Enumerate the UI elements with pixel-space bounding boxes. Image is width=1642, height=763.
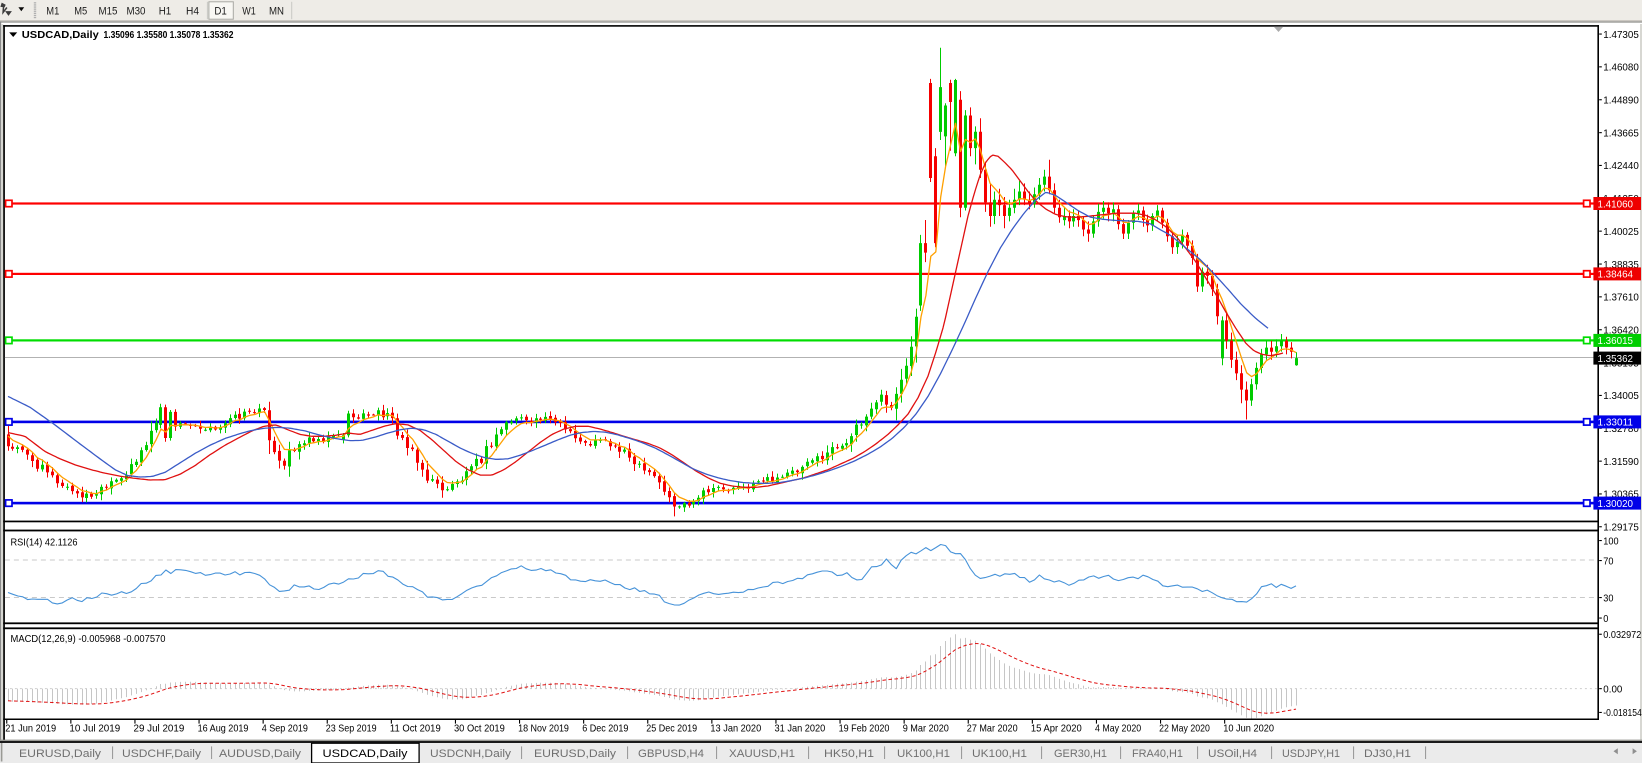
svg-text:30: 30 [1603, 592, 1613, 604]
svg-text:1.43665: 1.43665 [1603, 127, 1639, 139]
svg-text:M15: M15 [99, 6, 118, 18]
svg-text:31 Jan 2020: 31 Jan 2020 [775, 723, 826, 735]
svg-text:18 Nov 2019: 18 Nov 2019 [518, 723, 569, 735]
svg-text:1.36015: 1.36015 [1598, 335, 1634, 347]
svg-text:H1: H1 [159, 6, 172, 18]
svg-text:1.47305: 1.47305 [1603, 29, 1639, 41]
svg-text:H4: H4 [186, 6, 199, 18]
svg-text:1.29175: 1.29175 [1603, 522, 1639, 534]
svg-text:GBPUSD,H4: GBPUSD,H4 [638, 748, 704, 760]
svg-text:GER30,H1: GER30,H1 [1054, 748, 1107, 760]
svg-text:70: 70 [1603, 555, 1613, 567]
svg-text:1.34005: 1.34005 [1603, 390, 1639, 402]
svg-text:XAUUSD,H1: XAUUSD,H1 [729, 748, 795, 760]
svg-text:11 Oct 2019: 11 Oct 2019 [390, 723, 441, 735]
svg-text:MACD(12,26,9) -0.005968 -0.007: MACD(12,26,9) -0.005968 -0.007570 [11, 633, 166, 645]
svg-text:1.30020: 1.30020 [1598, 498, 1634, 510]
svg-text:1.35096 1.35580 1.35078 1.3536: 1.35096 1.35580 1.35078 1.35362 [104, 29, 234, 41]
svg-text:M30: M30 [127, 6, 146, 18]
svg-text:USDJPY,H1: USDJPY,H1 [1282, 748, 1340, 760]
svg-text:1.46080: 1.46080 [1603, 62, 1639, 74]
svg-text:1.44890: 1.44890 [1603, 95, 1639, 107]
svg-text:FRA40,H1: FRA40,H1 [1132, 748, 1183, 760]
svg-text:1.37610: 1.37610 [1603, 292, 1639, 304]
svg-text:6 Dec 2019: 6 Dec 2019 [582, 723, 628, 735]
svg-text:HK50,H1: HK50,H1 [824, 748, 874, 760]
svg-text:10 Jun 2020: 10 Jun 2020 [1223, 723, 1274, 735]
svg-text:9 Mar 2020: 9 Mar 2020 [903, 723, 949, 735]
svg-text:27 Mar 2020: 27 Mar 2020 [967, 723, 1018, 735]
svg-text:100: 100 [1603, 535, 1618, 547]
svg-text:UK100,H1: UK100,H1 [972, 748, 1027, 760]
svg-text:4 May 2020: 4 May 2020 [1095, 723, 1141, 735]
svg-text:-0.018154: -0.018154 [1603, 707, 1642, 719]
svg-text:EURUSD,Daily: EURUSD,Daily [534, 748, 616, 760]
svg-text:29 Jul 2019: 29 Jul 2019 [134, 723, 185, 735]
svg-text:USDCNH,Daily: USDCNH,Daily [430, 748, 511, 760]
svg-text:DJ30,H1: DJ30,H1 [1364, 748, 1411, 760]
svg-text:16 Aug 2019: 16 Aug 2019 [198, 723, 249, 735]
svg-text:EURUSD,Daily: EURUSD,Daily [19, 748, 101, 760]
svg-text:1.38464: 1.38464 [1598, 269, 1634, 281]
svg-text:MN: MN [269, 6, 284, 18]
svg-text:M1: M1 [46, 6, 59, 18]
svg-text:4 Sep 2019: 4 Sep 2019 [262, 723, 308, 735]
svg-text:1.40025: 1.40025 [1603, 226, 1639, 238]
svg-text:22 May 2020: 22 May 2020 [1159, 723, 1210, 735]
svg-text:USOil,H4: USOil,H4 [1208, 748, 1257, 760]
svg-text:25 Dec 2019: 25 Dec 2019 [646, 723, 697, 735]
svg-text:10 Jul 2019: 10 Jul 2019 [69, 723, 120, 735]
svg-text:1.33011: 1.33011 [1598, 417, 1634, 429]
svg-text:M5: M5 [74, 6, 87, 18]
svg-text:RSI(14) 42.1126: RSI(14) 42.1126 [11, 537, 78, 549]
svg-text:0: 0 [1603, 613, 1608, 625]
svg-text:0.00: 0.00 [1603, 683, 1622, 695]
svg-text:1.35362: 1.35362 [1598, 353, 1634, 365]
svg-text:1.41060: 1.41060 [1598, 198, 1634, 210]
svg-text:0.032972: 0.032972 [1603, 629, 1641, 641]
svg-text:USDCAD,Daily: USDCAD,Daily [22, 29, 99, 41]
svg-text:19 Feb 2020: 19 Feb 2020 [839, 723, 890, 735]
svg-text:1.42440: 1.42440 [1603, 160, 1639, 172]
svg-text:23 Sep 2019: 23 Sep 2019 [326, 723, 377, 735]
svg-text:1.31590: 1.31590 [1603, 456, 1639, 468]
svg-text:30 Oct 2019: 30 Oct 2019 [454, 723, 505, 735]
svg-text:15 Apr 2020: 15 Apr 2020 [1031, 723, 1082, 735]
svg-text:W1: W1 [242, 6, 256, 18]
svg-text:21 Jun 2019: 21 Jun 2019 [5, 723, 56, 735]
svg-text:USDCHF,Daily: USDCHF,Daily [122, 748, 201, 760]
svg-text:USDCAD,Daily: USDCAD,Daily [323, 748, 408, 760]
svg-text:13 Jan 2020: 13 Jan 2020 [710, 723, 761, 735]
svg-text:AUDUSD,Daily: AUDUSD,Daily [219, 748, 301, 760]
svg-text:D1: D1 [214, 6, 227, 18]
svg-text:UK100,H1: UK100,H1 [897, 748, 950, 760]
svg-text:1.36420: 1.36420 [1603, 325, 1639, 337]
